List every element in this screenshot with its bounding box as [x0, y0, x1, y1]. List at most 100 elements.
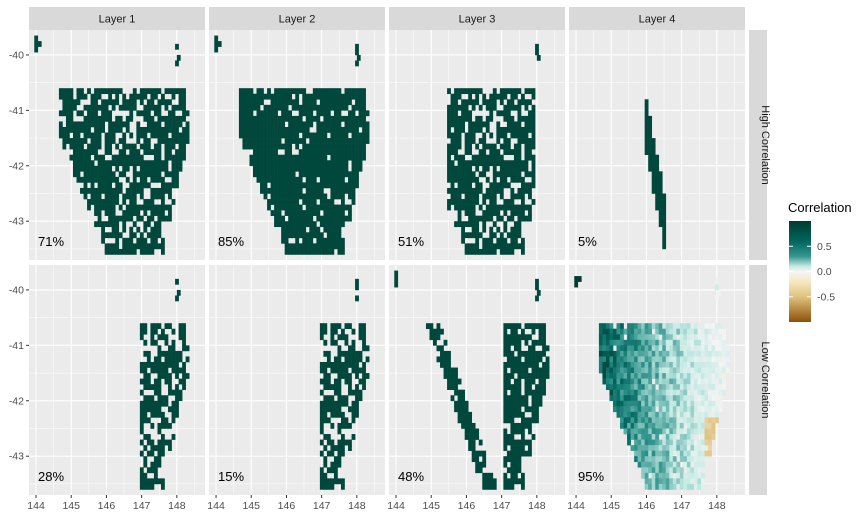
raster-cell — [150, 411, 155, 418]
raster-cell — [150, 478, 155, 485]
raster-cell — [323, 149, 328, 155]
raster-cell — [178, 323, 183, 330]
raster-cell — [316, 237, 321, 244]
raster-cell — [341, 328, 345, 335]
raster-cell — [542, 323, 546, 330]
raster-cell — [238, 121, 243, 128]
raster-cell — [326, 165, 331, 172]
raster-cell — [715, 378, 719, 385]
raster-cell — [104, 210, 109, 216]
raster-cell — [260, 160, 264, 167]
raster-cell — [175, 373, 179, 379]
raster-cell — [482, 160, 487, 167]
raster-cell — [468, 138, 473, 144]
raster-cell — [341, 132, 345, 139]
raster-cell — [669, 378, 674, 385]
raster-cell — [217, 41, 222, 47]
raster-cell — [90, 138, 95, 144]
raster-cell — [701, 478, 705, 485]
raster-cell — [503, 221, 508, 228]
raster-cell — [358, 99, 363, 106]
raster-cell — [447, 115, 451, 122]
raster-cell — [341, 199, 345, 205]
raster-cell — [496, 204, 501, 211]
raster-cell — [662, 226, 667, 233]
raster-cell — [326, 248, 331, 255]
raster-cell — [330, 237, 335, 244]
raster-cell — [256, 165, 261, 172]
raster-cell — [545, 361, 550, 368]
raster-cell — [164, 367, 169, 374]
raster-cell — [365, 110, 370, 117]
raster-cell — [302, 93, 307, 100]
raster-cell — [87, 171, 91, 178]
raster-cell — [348, 121, 352, 128]
raster-cell — [499, 160, 504, 167]
raster-cell — [528, 204, 532, 211]
raster-cell — [90, 165, 95, 172]
raster-cell — [143, 110, 148, 117]
raster-cell — [146, 99, 151, 106]
raster-cell — [176, 54, 181, 61]
raster-cell — [295, 215, 300, 222]
raster-cell — [517, 193, 522, 200]
raster-cell — [697, 361, 702, 368]
raster-cell — [704, 422, 709, 429]
raster-cell — [513, 450, 518, 457]
raster-cell — [150, 199, 155, 205]
raster-cell — [513, 210, 518, 216]
raster-cell — [693, 361, 698, 368]
raster-cell — [510, 389, 515, 396]
raster-cell — [708, 373, 712, 379]
raster-cell — [475, 456, 480, 463]
raster-cell — [482, 472, 487, 479]
raster-cell — [305, 182, 310, 189]
raster-cell — [104, 248, 109, 255]
raster-cell — [506, 204, 511, 211]
raster-cell — [644, 384, 649, 390]
raster-cell — [513, 339, 518, 346]
raster-cell — [256, 171, 261, 178]
raster-cell — [351, 104, 356, 111]
raster-cell — [683, 472, 688, 479]
raster-cell — [104, 243, 109, 250]
raster-cell — [718, 367, 723, 374]
raster-cell — [305, 215, 310, 222]
raster-cell — [517, 154, 522, 161]
raster-cell — [634, 411, 638, 418]
raster-cell — [655, 171, 660, 178]
raster-cell — [337, 193, 342, 200]
raster-cell — [150, 115, 155, 122]
raster-cell — [122, 93, 127, 100]
raster-cell — [662, 334, 667, 341]
raster-cell — [175, 132, 179, 139]
raster-cell — [288, 187, 293, 194]
raster-cell — [450, 378, 455, 385]
raster-cell — [316, 110, 321, 117]
raster-cell — [637, 328, 642, 335]
raster-cell — [333, 232, 338, 239]
raster-cell — [623, 384, 628, 390]
raster-cell — [319, 439, 324, 446]
raster-cell — [447, 143, 451, 150]
raster-cell — [171, 138, 176, 144]
raster-cell — [651, 367, 656, 374]
raster-cell — [468, 232, 473, 239]
raster-cell — [344, 160, 349, 167]
raster-cell — [485, 215, 490, 222]
raster-cell — [492, 232, 497, 239]
raster-cell — [485, 237, 490, 244]
raster-cell — [146, 126, 151, 133]
raster-cell — [524, 339, 529, 346]
raster-cell — [447, 160, 451, 167]
panel-5: 15% — [209, 265, 385, 495]
raster-cell — [644, 132, 649, 139]
raster-cell — [122, 171, 127, 178]
raster-cell — [348, 323, 352, 330]
raster-cell — [284, 226, 289, 233]
raster-cell — [305, 93, 310, 100]
raster-cell — [513, 334, 518, 341]
raster-cell — [686, 456, 691, 463]
raster-cell — [644, 350, 649, 357]
raster-cell — [69, 138, 74, 144]
